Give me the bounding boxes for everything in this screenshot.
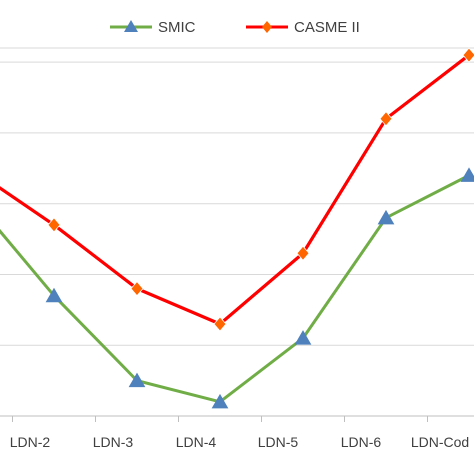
x-tick-label: LDN-4 <box>176 434 217 450</box>
series-line-smic <box>0 174 470 404</box>
legend: SMIC CASME II <box>110 19 360 36</box>
x-tick-label: LDN-3 <box>93 434 134 450</box>
data-point-smic <box>294 330 312 345</box>
gridlines <box>0 47 474 346</box>
data-point-smic <box>377 209 395 225</box>
legend-label-smic: SMIC <box>158 19 196 36</box>
x-tick-label: LDN-5 <box>258 434 299 450</box>
x-tick-label: LDN-2 <box>10 434 51 450</box>
data-point-casme-ii <box>462 47 474 63</box>
x-axis: LDN-2 LDN-3 LDN-4 LDN-5 LDN-6 LDN-Cod <box>0 415 474 450</box>
legend-label-casme-ii: CASME II <box>294 19 360 36</box>
series-layer <box>0 47 474 409</box>
data-point-casme-ii <box>47 217 61 233</box>
legend-marker-smic <box>124 20 138 32</box>
series-line-casme-ii <box>0 53 470 326</box>
data-point-casme-ii <box>213 316 227 332</box>
x-tick-label: LDN-Cod <box>411 434 469 450</box>
data-point-casme-ii <box>379 111 393 127</box>
data-point-smic <box>45 287 63 303</box>
x-tick-label: LDN-6 <box>341 434 382 450</box>
legend-marker-casme-ii <box>262 21 272 33</box>
data-point-casme-ii <box>130 281 144 297</box>
data-point-casme-ii <box>296 245 310 261</box>
data-point-smic <box>128 372 146 388</box>
data-point-smic <box>460 167 474 182</box>
data-point-smic <box>211 393 229 409</box>
